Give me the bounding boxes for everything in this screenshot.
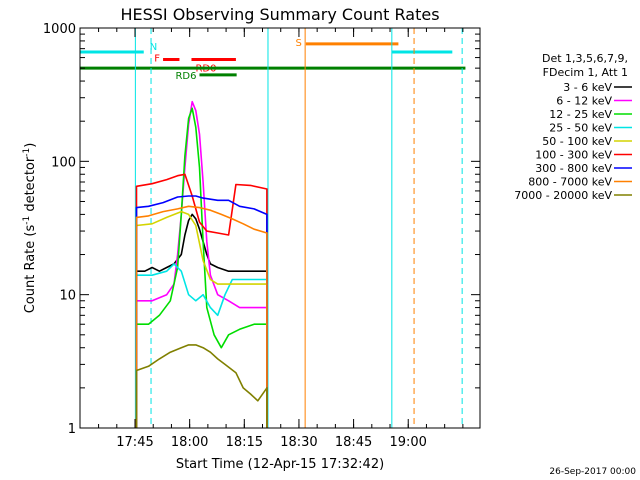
legend-entry-label: 50 - 100 keV xyxy=(542,135,612,148)
legend-entry-label: 25 - 50 keV xyxy=(549,122,612,135)
chart-title: HESSI Observing Summary Count Rates xyxy=(120,5,439,24)
y-axis-label-sup1: -1 xyxy=(22,216,32,225)
y-axis-label-mid: detector xyxy=(23,156,38,216)
series-line xyxy=(135,205,268,428)
x-tick-label: 19:00 xyxy=(389,435,426,450)
y-axis-label: Count Rate (s-1 detector-1) xyxy=(22,143,38,314)
axes: 17:45 18:00 18:15 18:30 18:45 19:00 1 10 100 1000 xyxy=(43,22,480,450)
flag-label: F xyxy=(154,54,160,65)
legend-entry-label: 12 - 25 keV xyxy=(549,108,612,121)
flag-label: N xyxy=(150,42,157,53)
plot-frame xyxy=(79,27,481,429)
series-line xyxy=(135,210,268,428)
legend-entry-label: 6 - 12 keV xyxy=(556,95,612,108)
legend-entry-label: 300 - 800 keV xyxy=(535,162,612,175)
flag-label: RD6 xyxy=(175,71,196,82)
series-line xyxy=(135,344,268,428)
y-tick-label: 10 xyxy=(59,289,76,304)
y-tick-label: 1 xyxy=(68,422,76,437)
legend: Det 1,3,5,6,7,9,FDecim 1, Att 1 3 - 6 keV… xyxy=(514,52,632,202)
series-line xyxy=(135,173,268,428)
legend-entry-label: 800 - 7000 keV xyxy=(528,176,612,189)
series-line xyxy=(135,107,268,428)
footer-timestamp: 26-Sep-2017 00:00 xyxy=(549,467,636,477)
legend-header: Det 1,3,5,6,7,9, xyxy=(542,52,628,65)
vertical-markers xyxy=(79,28,463,428)
series-group xyxy=(135,100,268,428)
legend-header: FDecim 1, Att 1 xyxy=(543,66,628,79)
x-tick-label: 18:15 xyxy=(226,435,263,450)
x-tick-label: 18:00 xyxy=(171,435,208,450)
y-tick-label: 100 xyxy=(51,155,76,170)
y-axis-label-main: Count Rate (s xyxy=(23,225,38,314)
y-tick-label: 1000 xyxy=(43,22,76,37)
flag-label: S xyxy=(296,38,302,49)
x-axis-label: Start Time (12-Apr-15 17:32:42) xyxy=(176,457,384,472)
y-axis-label-sup2: -1 xyxy=(22,148,32,157)
x-tick-label: 18:30 xyxy=(280,435,317,450)
series-line xyxy=(135,213,268,428)
legend-entry-label: 3 - 6 keV xyxy=(563,81,612,94)
x-tick-label: 17:45 xyxy=(116,435,153,450)
series-line xyxy=(135,195,268,428)
legend-entry-label: 7000 - 20000 keV xyxy=(514,189,612,202)
legend-entry-label: 100 - 300 keV xyxy=(535,149,612,162)
flag-lines: NSFRD0RD6 xyxy=(80,38,466,82)
x-tick-label: 18:45 xyxy=(335,435,372,450)
series-line xyxy=(135,100,268,428)
y-axis-label-end: ) xyxy=(23,143,38,148)
series-line xyxy=(135,263,268,428)
